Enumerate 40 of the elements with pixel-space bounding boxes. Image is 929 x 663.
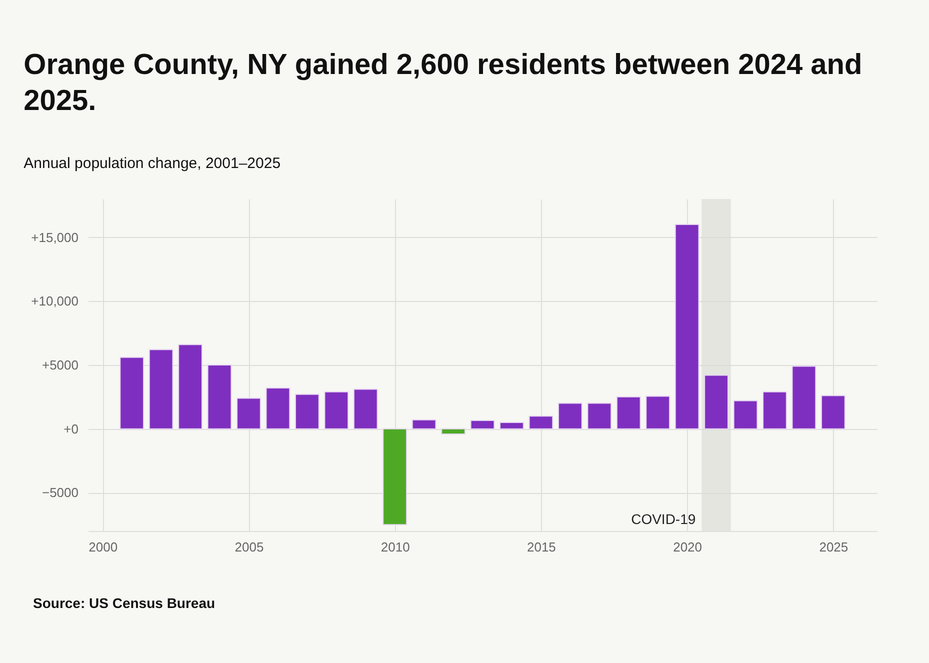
bar — [587, 402, 612, 430]
bar — [207, 364, 232, 430]
chart-subtitle: Annual population change, 2001–2025 — [24, 155, 281, 172]
bar — [236, 398, 261, 430]
source-note: Source: US Census Bureau — [33, 595, 216, 611]
bar — [353, 388, 378, 430]
bar — [441, 428, 466, 434]
bar — [294, 394, 320, 430]
y-tick-label: +5000 — [42, 358, 78, 372]
bar — [148, 349, 174, 430]
chart-title: Orange County, NY gained 2,600 residents between 2024 and 2025. — [24, 49, 862, 117]
x-tick-label: 2025 — [819, 540, 848, 554]
bar — [412, 419, 436, 430]
bar — [792, 366, 816, 430]
y-tick-label: +0 — [64, 421, 78, 436]
bar — [704, 374, 728, 430]
bar — [178, 344, 202, 430]
bar — [528, 416, 554, 430]
bar — [674, 224, 700, 430]
y-tick-label: +10,000 — [31, 294, 78, 309]
bar — [120, 356, 144, 430]
bar — [762, 391, 787, 430]
x-tick-label: 2010 — [380, 540, 410, 554]
bar — [324, 391, 349, 430]
bar — [820, 395, 846, 430]
bar — [616, 396, 641, 430]
bar — [266, 387, 290, 430]
y-tick-label: −5000 — [42, 485, 78, 500]
x-tick-label: 2000 — [88, 540, 118, 554]
bar — [382, 428, 408, 526]
bar — [646, 396, 670, 430]
x-tick-label: 2020 — [673, 540, 702, 554]
bar — [470, 420, 495, 430]
bar — [558, 402, 582, 430]
band-label: COVID-19 — [631, 511, 696, 527]
x-tick-label: 2005 — [234, 540, 264, 554]
bar — [733, 400, 758, 430]
x-tick-label: 2015 — [526, 540, 556, 554]
y-tick-label: +15,000 — [31, 230, 78, 245]
bar — [500, 422, 524, 430]
